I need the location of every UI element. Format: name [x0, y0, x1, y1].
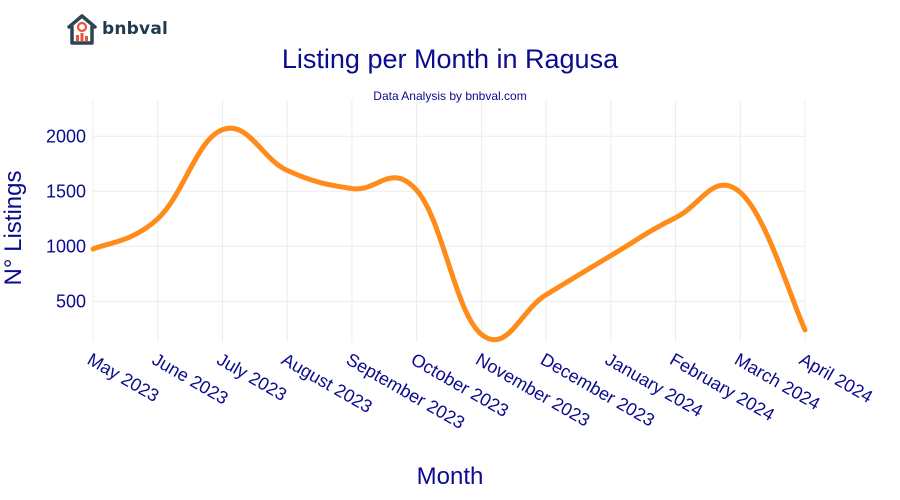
brand-name: bnbval	[102, 19, 169, 39]
chart-title: Listing per Month in Ragusa	[281, 44, 619, 74]
x-axis-title: Month	[417, 463, 484, 490]
chart-subtitle: Data Analysis by bnbval.com	[373, 89, 527, 103]
x-tick-label: November 2023	[472, 349, 593, 430]
y-axis-title: N° Listings	[0, 171, 27, 286]
y-tick-label: 2000	[46, 126, 86, 146]
series-line	[90, 125, 808, 343]
y-tick-label: 500	[56, 291, 86, 311]
x-tick-label: December 2023	[537, 349, 658, 430]
gridlines	[92, 100, 806, 342]
y-tick-label: 1500	[46, 181, 86, 201]
x-tick-label: May 2023	[84, 349, 162, 406]
brand-logo: bnbval	[66, 12, 168, 46]
house-chart-icon	[67, 14, 97, 45]
y-axis-ticks: 500 1000 1500 2000	[46, 126, 86, 311]
y-tick-label: 1000	[46, 236, 86, 256]
